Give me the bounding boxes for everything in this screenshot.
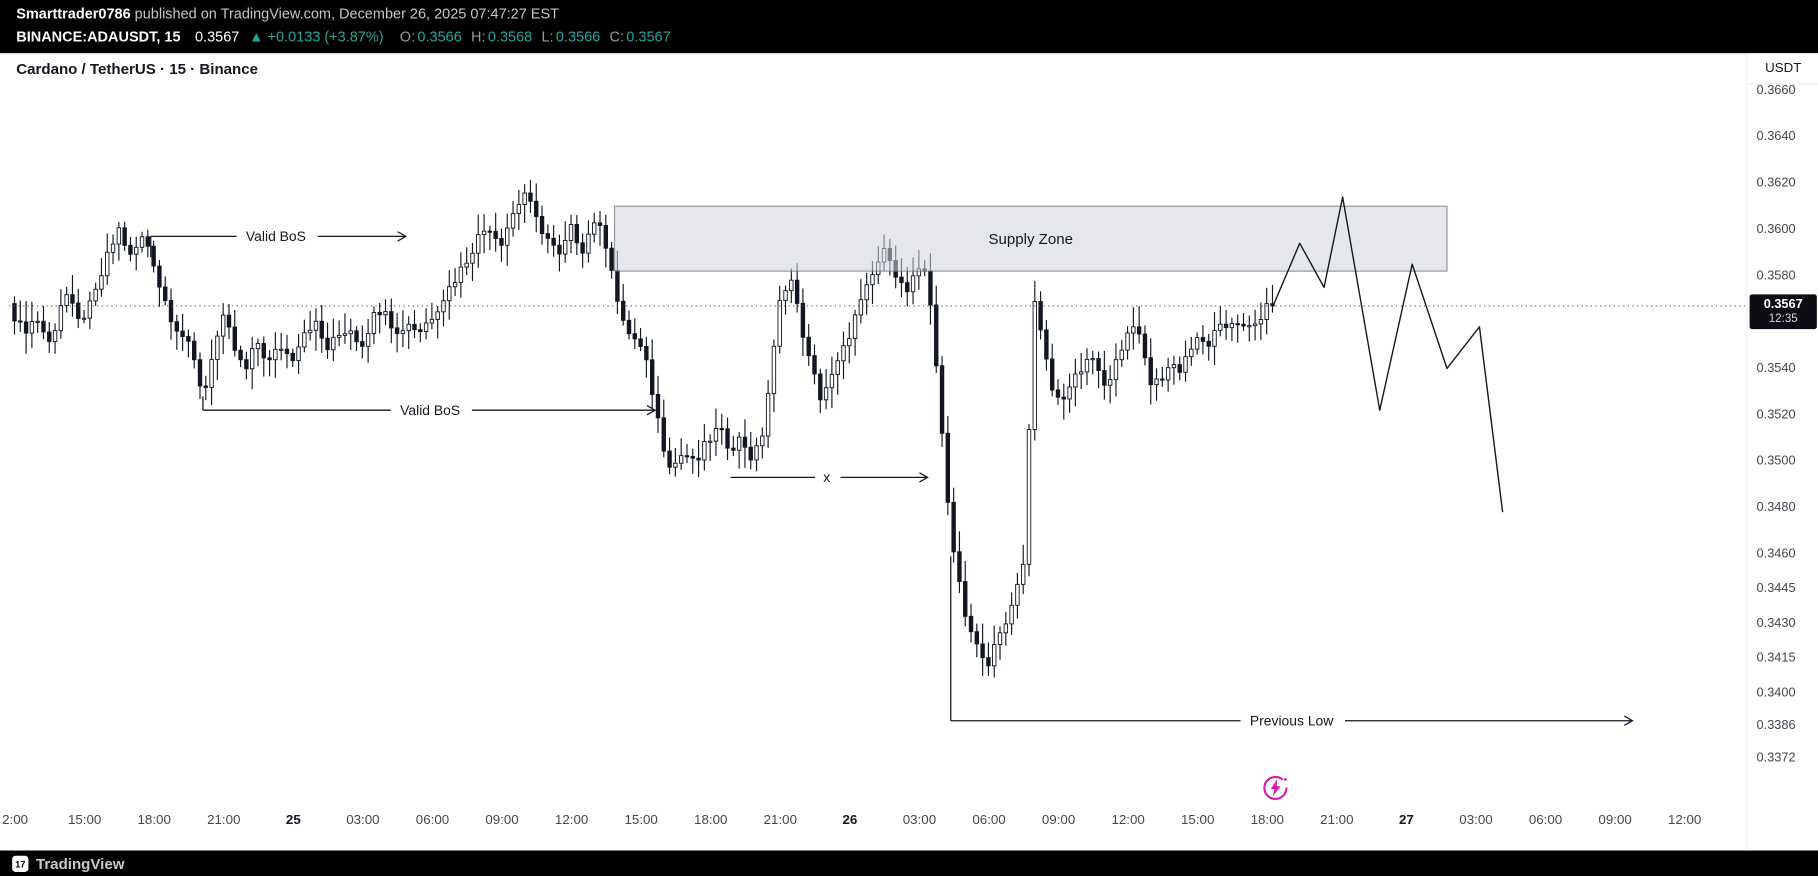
price-tick: 0.3540 <box>1756 361 1796 376</box>
candlestick-chart[interactable]: Supply Zone Valid BoS Valid BoS x Previous L… <box>0 53 1818 850</box>
projected-price-path[interactable] <box>1272 196 1504 513</box>
time-label: 15:00 <box>67 813 102 828</box>
time-label: 21:00 <box>1320 813 1354 828</box>
time-label: 03:00 <box>1459 813 1493 828</box>
x-marker-annotation[interactable]: x <box>730 469 929 485</box>
chart-area[interactable]: Supply Zone Valid BoS Valid BoS x Previous L… <box>0 53 1818 851</box>
time-axis[interactable]: 2:00 15:00 18:00 21:00 25 03:00 06:00 09:00 12:0… <box>0 804 1818 851</box>
time-label: 06:00 <box>415 813 450 828</box>
time-label: 18:00 <box>137 813 171 828</box>
badge-price: 0.3567 <box>1763 297 1803 312</box>
time-label: 03:00 <box>902 813 937 828</box>
price-tick: 0.3445 <box>1756 581 1796 596</box>
price-tick: 0.3415 <box>1756 651 1796 666</box>
time-label: 21:00 <box>763 813 797 828</box>
time-label-day: 26 <box>842 813 858 828</box>
publish-meta: published on TradingView.com, December 2… <box>130 5 559 23</box>
ohlc-value: 0.3566 <box>417 28 462 46</box>
price-tick: 0.3600 <box>1756 222 1796 237</box>
ohlc-label: O: <box>399 28 416 46</box>
price-tick: 0.3386 <box>1756 718 1796 733</box>
price-tick: 0.3430 <box>1756 616 1796 631</box>
price-tick: 0.3580 <box>1756 268 1796 283</box>
up-arrow-icon: ▲ <box>249 28 264 46</box>
chart-title: Cardano / TetherUS · 15 · Binance <box>16 60 259 78</box>
boost-icon-glyph <box>1263 775 1288 800</box>
symbol-label: BINANCE:ADAUSDT, 15 <box>16 28 181 46</box>
time-label: 03:00 <box>346 813 380 828</box>
price-tick: 0.3500 <box>1756 454 1796 469</box>
publish-line: Smarttrader0786 published on TradingView… <box>16 6 559 22</box>
tradingview-wordmark: TradingView <box>35 854 125 872</box>
time-label: 21:00 <box>207 813 241 828</box>
valid-bos-label-2: Valid BoS <box>400 402 460 418</box>
change-text: +0.0133 (+3.87%) <box>267 28 384 46</box>
last-price-value: 0.3567 <box>194 28 240 46</box>
valid-bos-label-1: Valid BoS <box>246 228 306 244</box>
time-label: 09:00 <box>1598 813 1632 828</box>
time-label: 12:00 <box>554 813 589 828</box>
bar-countdown: 12:35 <box>1768 312 1798 326</box>
supply-zone-label: Supply Zone <box>988 231 1073 248</box>
price-axis[interactable]: USDT 0.3660 0.3640 0.3620 0.3600 0.3580 0.354… <box>1746 53 1818 851</box>
price-tick: 0.3400 <box>1756 685 1796 700</box>
time-label-day: 27 <box>1398 813 1414 828</box>
valid-bos-annotation-2[interactable]: Valid BoS <box>202 396 657 418</box>
price-change: ▲ +0.0133 (+3.87%) <box>249 29 383 45</box>
ohlc-label: H: <box>471 28 486 46</box>
time-label: 15:00 <box>624 813 658 828</box>
price-tick: 0.3640 <box>1756 129 1796 144</box>
quote-line: BINANCE:ADAUSDT, 15 0.3567 ▲ +0.0133 (+3… <box>16 29 670 45</box>
publish-header: Smarttrader0786 published on TradingView… <box>0 0 1818 54</box>
x-marker-label: x <box>823 469 830 485</box>
time-label: 06:00 <box>972 813 1006 828</box>
ohlc-value: 0.3566 <box>555 28 601 46</box>
boost-icon[interactable] <box>1260 773 1290 803</box>
svg-text:17: 17 <box>15 859 25 869</box>
valid-bos-annotation-1[interactable]: Valid BoS <box>150 228 408 258</box>
price-tick: 0.3620 <box>1756 176 1796 191</box>
previous-low-label: Previous Low <box>1250 712 1334 728</box>
ohlc-values: O: 0.3566 H: 0.3568 L: 0.3566 C: 0.3567 <box>391 29 671 45</box>
time-label: 09:00 <box>1041 813 1076 828</box>
price-tick: 0.3372 <box>1756 750 1796 765</box>
time-label: 09:00 <box>485 813 519 828</box>
last-price-badge: 0.3567 12:35 <box>1749 294 1817 330</box>
time-label: 12:00 <box>1667 813 1702 828</box>
price-tick: 0.3520 <box>1756 407 1796 422</box>
time-label: 15:00 <box>1181 813 1215 828</box>
publisher-username: Smarttrader0786 <box>16 5 131 23</box>
time-label: 06:00 <box>1528 813 1563 828</box>
price-tick: 0.3460 <box>1756 546 1796 561</box>
footer-bar: 17 TradingView <box>0 850 1818 876</box>
price-tick: 0.3660 <box>1756 83 1796 98</box>
previous-low-annotation[interactable]: Previous Low <box>950 556 1634 728</box>
ohlc-label: C: <box>609 28 624 46</box>
ohlc-label: L: <box>541 28 554 46</box>
currency-label: USDT <box>1747 53 1818 85</box>
time-label: 2:00 <box>2 813 29 828</box>
supply-zone[interactable]: Supply Zone <box>613 205 1448 272</box>
time-label-day: 25 <box>285 813 301 828</box>
tradingview-logo-icon: 17 <box>12 855 29 872</box>
ohlc-value: 0.3567 <box>626 28 671 46</box>
time-label: 18:00 <box>1250 813 1284 828</box>
price-tick: 0.3480 <box>1756 500 1796 515</box>
tradingview-logo[interactable]: 17 TradingView <box>12 855 125 872</box>
ohlc-value: 0.3568 <box>487 28 533 46</box>
candlestick-series <box>12 180 1275 678</box>
time-label: 12:00 <box>1111 813 1145 828</box>
time-label: 18:00 <box>694 813 728 828</box>
